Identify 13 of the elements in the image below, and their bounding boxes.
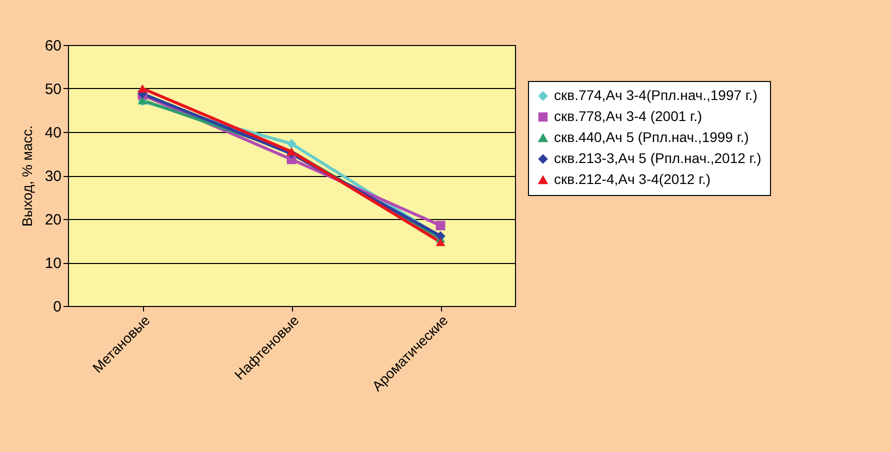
y-tick-label: 60	[44, 38, 62, 54]
legend-label: скв.213-3,Ач 5 (Рпл.нач.,2012 г.)	[554, 150, 762, 166]
y-tick-label: 20	[44, 212, 62, 228]
legend-label: скв.774,Ач 3-4(Рпл.нач.,1997 г.)	[554, 87, 758, 103]
y-tick-label: 0	[53, 298, 62, 316]
y-axis-title: Выход, % масс.	[18, 125, 35, 227]
y-tick-label: 40	[44, 124, 62, 142]
y-tick-label: 30	[44, 168, 62, 185]
legend-label: скв.212-4,Ач 3-4(2012 г.)	[554, 171, 711, 187]
y-tick-label: 10	[44, 255, 62, 272]
legend-label: скв.778,Ач 3-4 (2001 г.)	[554, 108, 702, 124]
legend-label: скв.440,Ач 5 (Рпл.нач.,1999 г.)	[554, 129, 749, 145]
y-tick-label: 50	[44, 81, 62, 98]
